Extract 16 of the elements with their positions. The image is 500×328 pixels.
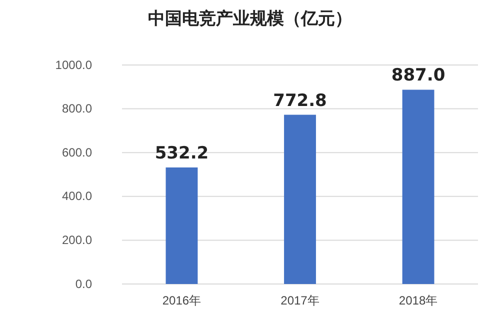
- chart-title: 中国电竞产业规模（亿元）: [148, 9, 352, 29]
- data-label: 887.0: [391, 66, 446, 86]
- bar: [166, 167, 198, 284]
- y-tick-label: 400.0: [62, 189, 92, 204]
- y-tick-label: 0.0: [75, 276, 92, 291]
- y-tick-label: 800.0: [62, 102, 92, 116]
- bar: [402, 90, 434, 284]
- x-tick-label: 2016年: [162, 294, 202, 308]
- data-label: 532.2: [154, 143, 209, 164]
- y-tick-label: 600.0: [62, 145, 92, 160]
- y-tick-label: 1000.0: [55, 58, 92, 72]
- x-tick-label: 2017年: [280, 294, 320, 308]
- data-label: 772.8: [273, 90, 327, 111]
- x-tick-label: 2018年: [398, 294, 438, 308]
- bar: [284, 114, 316, 284]
- y-tick-label: 200.0: [62, 233, 92, 248]
